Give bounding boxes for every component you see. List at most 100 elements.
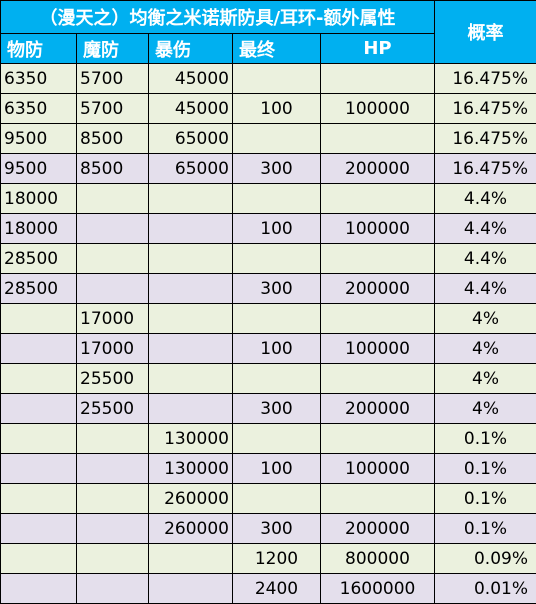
cell-hp: 100000	[320, 333, 435, 364]
table-row: 9500 8500 65000 300 200000 16.475%	[0, 153, 536, 184]
cell-final: 300	[232, 513, 321, 544]
cell-magic-defense	[76, 183, 149, 214]
title-row: （漫天之）均衡之米诺斯防具/耳环-额外属性 概率	[0, 0, 536, 64]
cell-final: 2400	[232, 573, 321, 604]
cell-probability: 4%	[434, 363, 536, 394]
cell-magic-defense	[76, 483, 149, 514]
cell-physical-defense: 9500	[0, 153, 77, 184]
header-crit-damage: 暴伤	[148, 33, 233, 64]
cell-crit-damage	[148, 543, 233, 574]
cell-hp: 200000	[320, 153, 435, 184]
header-hp: HP	[320, 33, 435, 64]
cell-magic-defense: 17000	[76, 333, 149, 364]
cell-hp	[320, 123, 435, 154]
cell-final: 100	[232, 93, 321, 124]
cell-hp	[320, 303, 435, 334]
cell-magic-defense: 25500	[76, 363, 149, 394]
cell-probability: 16.475%	[434, 93, 536, 124]
header-physical-defense: 物防	[0, 33, 77, 64]
cell-crit-damage: 45000	[148, 63, 233, 94]
cell-magic-defense: 17000	[76, 303, 149, 334]
column-header-row: 物防 魔防 暴伤 最终 HP	[0, 33, 536, 64]
cell-final: 100	[232, 453, 321, 484]
table-row: 2400 1600000 0.01%	[0, 573, 536, 604]
cell-final: 100	[232, 333, 321, 364]
cell-hp	[320, 423, 435, 454]
cell-final: 1200	[232, 543, 321, 574]
cell-physical-defense: 18000	[0, 183, 77, 214]
cell-physical-defense: 6350	[0, 63, 77, 94]
cell-probability: 0.01%	[434, 573, 536, 604]
cell-crit-damage	[148, 273, 233, 304]
cell-crit-damage	[148, 303, 233, 334]
probability-header: 概率	[434, 0, 536, 64]
cell-probability: 0.1%	[434, 423, 536, 454]
cell-magic-defense: 5700	[76, 93, 149, 124]
cell-crit-damage: 260000	[148, 483, 233, 514]
cell-probability: 0.1%	[434, 453, 536, 484]
cell-physical-defense: 28500	[0, 273, 77, 304]
cell-probability: 4%	[434, 303, 536, 334]
cell-physical-defense	[0, 573, 77, 604]
cell-crit-damage	[148, 573, 233, 604]
cell-physical-defense	[0, 363, 77, 394]
cell-final	[232, 303, 321, 334]
cell-magic-defense	[76, 213, 149, 244]
cell-probability: 4%	[434, 393, 536, 424]
cell-crit-damage	[148, 393, 233, 424]
cell-final: 100	[232, 213, 321, 244]
table-row: 260000 300 200000 0.1%	[0, 513, 536, 544]
cell-physical-defense	[0, 453, 77, 484]
table-row: 18000 4.4%	[0, 183, 536, 214]
cell-crit-damage	[148, 213, 233, 244]
cell-magic-defense: 5700	[76, 63, 149, 94]
cell-probability: 4.4%	[434, 213, 536, 244]
cell-probability: 0.1%	[434, 483, 536, 514]
table-row: 9500 8500 65000 16.475%	[0, 123, 536, 154]
cell-crit-damage	[148, 363, 233, 394]
cell-magic-defense	[76, 543, 149, 574]
cell-final	[232, 423, 321, 454]
cell-physical-defense	[0, 303, 77, 334]
cell-hp	[320, 243, 435, 274]
table-row: 18000 100 100000 4.4%	[0, 213, 536, 244]
cell-magic-defense: 8500	[76, 123, 149, 154]
table-row: 28500 300 200000 4.4%	[0, 273, 536, 304]
cell-final: 300	[232, 393, 321, 424]
table-row: 17000 100 100000 4%	[0, 333, 536, 364]
cell-final	[232, 483, 321, 514]
cell-probability: 4%	[434, 333, 536, 364]
cell-physical-defense: 18000	[0, 213, 77, 244]
cell-hp	[320, 483, 435, 514]
cell-final	[232, 183, 321, 214]
cell-magic-defense: 25500	[76, 393, 149, 424]
cell-final	[232, 363, 321, 394]
cell-magic-defense	[76, 513, 149, 544]
cell-hp: 200000	[320, 273, 435, 304]
cell-physical-defense	[0, 513, 77, 544]
cell-hp: 1600000	[320, 573, 435, 604]
cell-final: 300	[232, 273, 321, 304]
table-row: 130000 0.1%	[0, 423, 536, 454]
table-row: 25500 4%	[0, 363, 536, 394]
cell-hp	[320, 63, 435, 94]
cell-magic-defense	[76, 273, 149, 304]
table-title: （漫天之）均衡之米诺斯防具/耳环-额外属性	[0, 0, 435, 34]
cell-probability: 16.475%	[434, 153, 536, 184]
cell-physical-defense	[0, 483, 77, 514]
cell-probability: 0.1%	[434, 513, 536, 544]
cell-hp: 200000	[320, 513, 435, 544]
cell-hp: 100000	[320, 213, 435, 244]
cell-physical-defense	[0, 333, 77, 364]
cell-magic-defense	[76, 453, 149, 484]
table-row: 260000 0.1%	[0, 483, 536, 514]
cell-probability: 0.09%	[434, 543, 536, 574]
cell-hp	[320, 363, 435, 394]
cell-hp: 100000	[320, 93, 435, 124]
table-row: 25500 300 200000 4%	[0, 393, 536, 424]
header-final: 最终	[232, 33, 321, 64]
cell-physical-defense	[0, 423, 77, 454]
table-row: 17000 4%	[0, 303, 536, 334]
cell-crit-damage: 130000	[148, 423, 233, 454]
